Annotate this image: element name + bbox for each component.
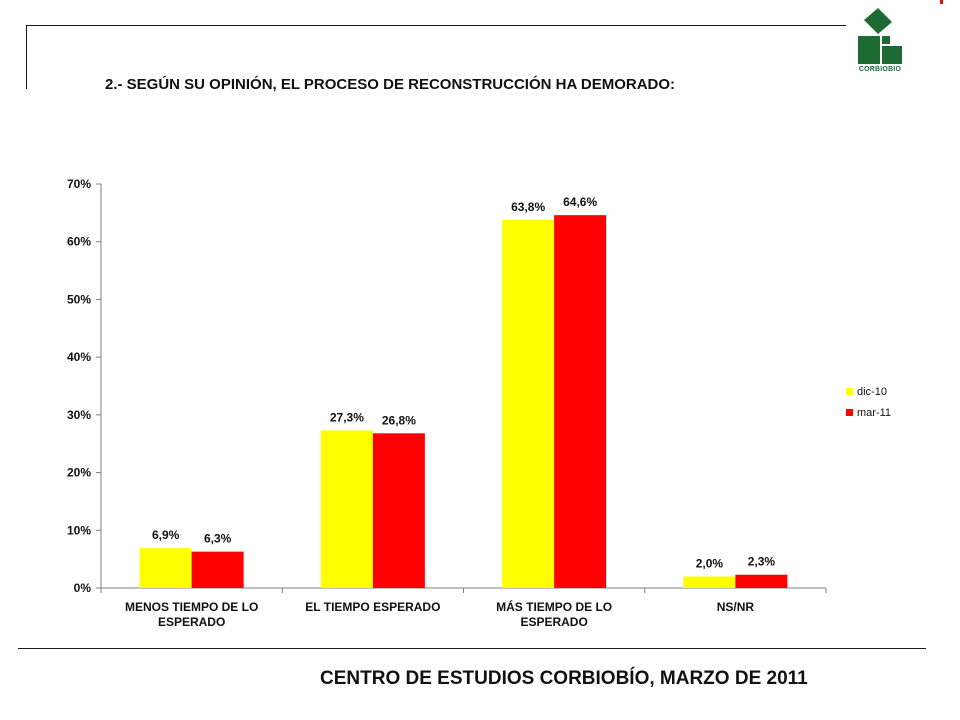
y-tick-label: 40% — [67, 350, 91, 364]
category-label: MENOS TIEMPO DE LO ESPERADO — [125, 600, 258, 629]
category-label: NS/NR — [717, 600, 755, 614]
y-tick-label: 60% — [67, 235, 91, 249]
data-label: 64,6% — [563, 195, 597, 209]
category-label-line: ESPERADO — [520, 615, 587, 629]
legend-label-mar-11: mar-11 — [857, 407, 891, 419]
legend-swatch-dic-10 — [846, 388, 853, 395]
logo-text: CORBIOBIO — [858, 66, 902, 73]
data-label: 6,9% — [152, 528, 180, 542]
bar-dic-10-1 — [320, 430, 373, 588]
legend-swatch-mar-11 — [846, 409, 853, 416]
y-tick-label: 30% — [67, 408, 91, 422]
bar-mar-11-2 — [554, 215, 607, 588]
legend-label-dic-10: dic-10 — [857, 386, 887, 398]
category-label-line: ESPERADO — [158, 615, 225, 629]
data-label: 2,0% — [696, 556, 724, 570]
bar-mar-11-3 — [735, 574, 788, 588]
category-label: EL TIEMPO ESPERADO — [305, 600, 440, 614]
data-label: 27,3% — [330, 410, 364, 424]
y-tick-label: 20% — [67, 466, 91, 480]
chart-axes: 0% 10% 20% 30% 40% 50% 60% 70% — [67, 177, 827, 595]
y-tick-label: 10% — [67, 523, 91, 537]
corbiobio-logo-icon — [858, 8, 902, 64]
y-tick-label: 50% — [67, 292, 91, 306]
corner-mark — [940, 0, 943, 4]
bar-mar-11-1 — [372, 433, 425, 588]
data-label: 2,3% — [748, 555, 776, 569]
bar-dic-10-0 — [139, 548, 192, 588]
data-label: 26,8% — [382, 413, 416, 427]
frame-left-rule — [26, 25, 27, 89]
footer-rule — [18, 648, 926, 649]
category-label-line: MÁS TIEMPO DE LO — [496, 599, 612, 614]
y-tick-label: 70% — [67, 177, 91, 191]
chart-bars — [139, 215, 788, 589]
category-label-line: EL TIEMPO ESPERADO — [305, 600, 440, 614]
category-label-line: MENOS TIEMPO DE LO — [125, 600, 258, 614]
bar-dic-10-3 — [683, 576, 736, 588]
bar-dic-10-2 — [502, 219, 555, 589]
page-title: 2.- SEGÚN SU OPINIÓN, EL PROCESO DE RECO… — [105, 76, 676, 93]
data-label: 6,3% — [204, 532, 232, 546]
frame-top-rule — [26, 25, 846, 26]
data-label: 63,8% — [511, 200, 545, 214]
chart-legend: dic-10 mar-11 — [846, 386, 891, 419]
bar-mar-11-0 — [191, 551, 244, 588]
category-label: MÁS TIEMPO DE LO ESPERADO — [496, 599, 612, 629]
y-tick-label: 0% — [74, 581, 92, 595]
category-label-line: NS/NR — [717, 600, 755, 614]
footer-text: CENTRO DE ESTUDIOS CORBIOBÍO, MARZO DE 2… — [320, 668, 808, 689]
